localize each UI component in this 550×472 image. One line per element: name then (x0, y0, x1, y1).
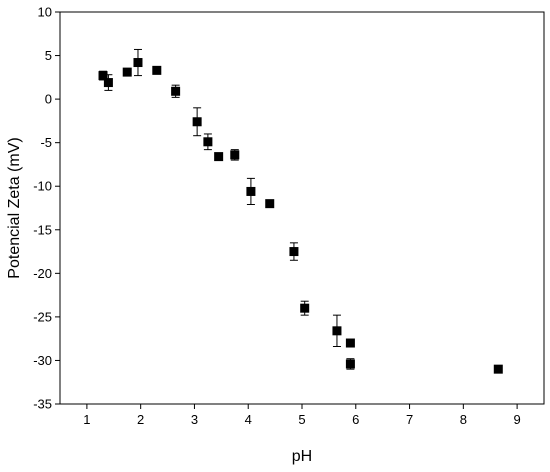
data-point (246, 186, 256, 196)
y-tick-label: -25 (33, 309, 52, 324)
data-point (230, 150, 240, 160)
y-tick-label: 5 (45, 48, 52, 63)
x-axis-title: pH (292, 448, 312, 465)
data-point (214, 152, 224, 162)
axis-ticks: 1 2 3 4 5 6 7 8 9 10 5 0 -5 -10 -15 -20 -25 -30 -35 (33, 5, 521, 428)
x-tick-label: 9 (513, 412, 520, 427)
y-axis-title: Potencial Zeta (mV) (6, 137, 23, 278)
x-tick-label: 1 (83, 412, 90, 427)
data-point (192, 117, 202, 127)
x-tick-label: 2 (137, 412, 144, 427)
error-bars (99, 48, 503, 373)
data-point (289, 247, 299, 257)
data-point (345, 359, 355, 369)
plot-frame (59, 11, 545, 405)
data-point (133, 58, 143, 68)
data-point (122, 67, 132, 77)
data-point (345, 338, 355, 348)
y-tick-label: 10 (38, 5, 52, 20)
x-tick-label: 3 (191, 412, 198, 427)
y-tick-label: 0 (45, 92, 52, 107)
y-tick-label: -10 (33, 179, 52, 194)
data-point (152, 65, 162, 75)
data-point (300, 303, 310, 313)
y-tick-label: -35 (33, 397, 52, 412)
data-point (203, 137, 213, 147)
x-tick-label: 6 (352, 412, 359, 427)
data-point (265, 199, 275, 209)
data-point (103, 78, 113, 88)
data-markers (98, 58, 503, 374)
x-tick-label: 5 (298, 412, 305, 427)
y-tick-label: -20 (33, 266, 52, 281)
data-point (98, 71, 108, 81)
x-tick-label: 8 (460, 412, 467, 427)
data-point (171, 86, 181, 96)
data-point (332, 326, 342, 336)
y-tick-label: -15 (33, 222, 52, 237)
y-tick-label: -30 (33, 353, 52, 368)
x-tick-label: 7 (406, 412, 413, 427)
x-tick-label: 4 (245, 412, 252, 427)
y-tick-label: -5 (40, 135, 52, 150)
data-point (493, 364, 503, 374)
